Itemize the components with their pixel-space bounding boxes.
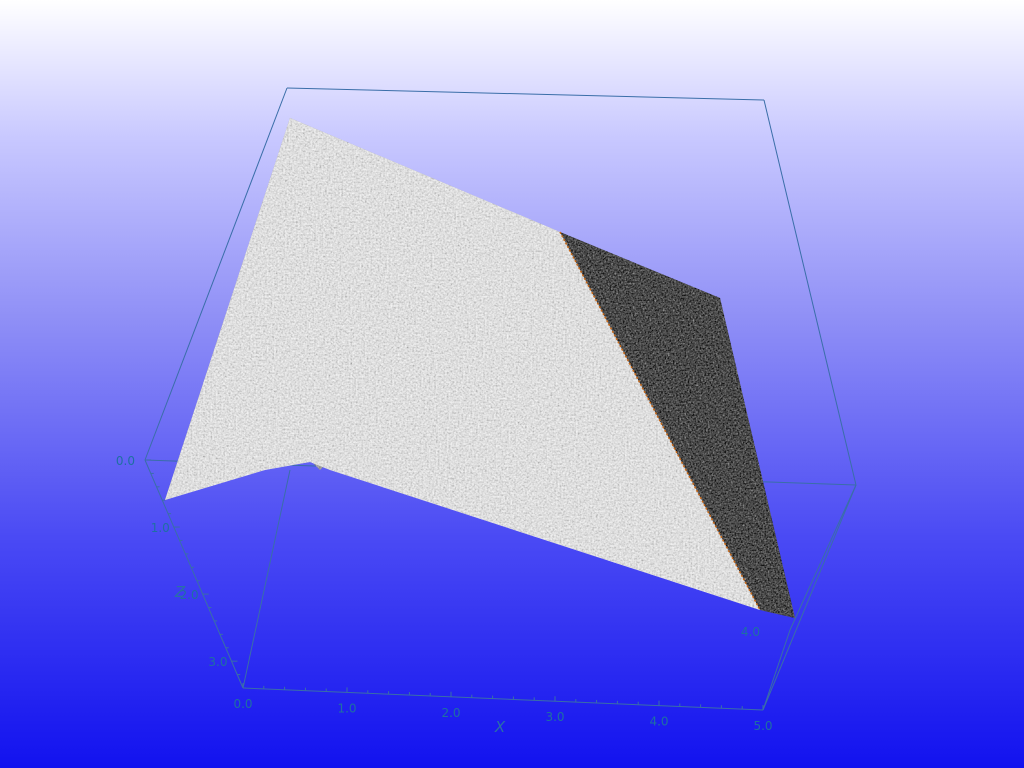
- surface-dark-region-texture: [560, 232, 795, 618]
- box-edge-front-right-upper: [789, 484, 857, 631]
- z-axis-title: Z: [174, 583, 186, 601]
- surface-light-region-texture: [165, 118, 760, 610]
- x-tick-label: 5.0: [753, 719, 772, 733]
- box-edge-bottom: [242, 687, 764, 711]
- box-edge-top: [286, 87, 765, 101]
- z-tick-label: 2.0: [180, 588, 199, 602]
- z-axis-ticks: [145, 459, 246, 689]
- z-tick-label: 3.0: [208, 655, 227, 669]
- surface-mesh: [165, 118, 795, 618]
- z-tick-label: 4.0: [741, 625, 760, 639]
- surface-ridge-line: [559, 231, 761, 611]
- box-edge-right: [762, 484, 857, 711]
- x-tick-label: 4.0: [649, 715, 668, 729]
- x-tick-label: 1.0: [337, 701, 356, 715]
- z-tick-label: 1.0: [151, 521, 170, 535]
- box-edge-front-right: [762, 629, 791, 711]
- box-edge-top-right: [763, 99, 857, 486]
- z-axis-tick-labels: 0.0 1.0 2.0 3.0 4.0: [116, 454, 760, 669]
- box-edge-top-left: [144, 87, 288, 461]
- x-tick-label: 0.0: [233, 697, 252, 711]
- x-axis-title: X: [494, 718, 506, 736]
- x-axis-tick-labels: 0.0 1.0 2.0 3.0 4.0 5.0: [233, 697, 772, 733]
- bounding-box-front: [144, 87, 857, 711]
- x-tick-label: 2.0: [441, 706, 460, 720]
- x-axis-ticks: [242, 683, 764, 710]
- box-edge-back-vertical: [242, 469, 291, 689]
- z-tick-label: 0.0: [116, 454, 135, 468]
- box-edge-left: [144, 459, 244, 689]
- x-tick-label: 3.0: [545, 710, 564, 724]
